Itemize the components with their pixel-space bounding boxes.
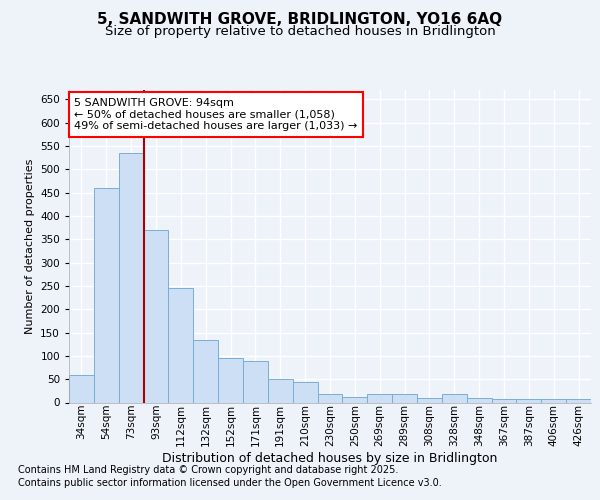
Text: Size of property relative to detached houses in Bridlington: Size of property relative to detached ho… [104,24,496,38]
Bar [442,394,467,402]
Text: Contains public sector information licensed under the Open Government Licence v3: Contains public sector information licen… [18,478,442,488]
Bar [491,399,517,402]
Bar [94,188,119,402]
Y-axis label: Number of detached properties: Number of detached properties [25,158,35,334]
Bar [69,374,94,402]
Bar [268,379,293,402]
Bar [143,230,169,402]
Bar [293,382,317,402]
Bar [218,358,243,403]
X-axis label: Distribution of detached houses by size in Bridlington: Distribution of detached houses by size … [163,452,497,464]
Text: 5 SANDWITH GROVE: 94sqm
← 50% of detached houses are smaller (1,058)
49% of semi: 5 SANDWITH GROVE: 94sqm ← 50% of detache… [74,98,358,131]
Bar [343,397,367,402]
Bar [392,394,417,402]
Bar [566,399,591,402]
Bar [367,394,392,402]
Bar [541,399,566,402]
Bar [417,398,442,402]
Bar [243,360,268,403]
Bar [193,340,218,402]
Bar [169,288,193,403]
Bar [467,398,491,402]
Bar [317,394,343,402]
Bar [119,153,143,402]
Text: Contains HM Land Registry data © Crown copyright and database right 2025.: Contains HM Land Registry data © Crown c… [18,465,398,475]
Text: 5, SANDWITH GROVE, BRIDLINGTON, YO16 6AQ: 5, SANDWITH GROVE, BRIDLINGTON, YO16 6AQ [97,12,503,26]
Bar [517,399,541,402]
